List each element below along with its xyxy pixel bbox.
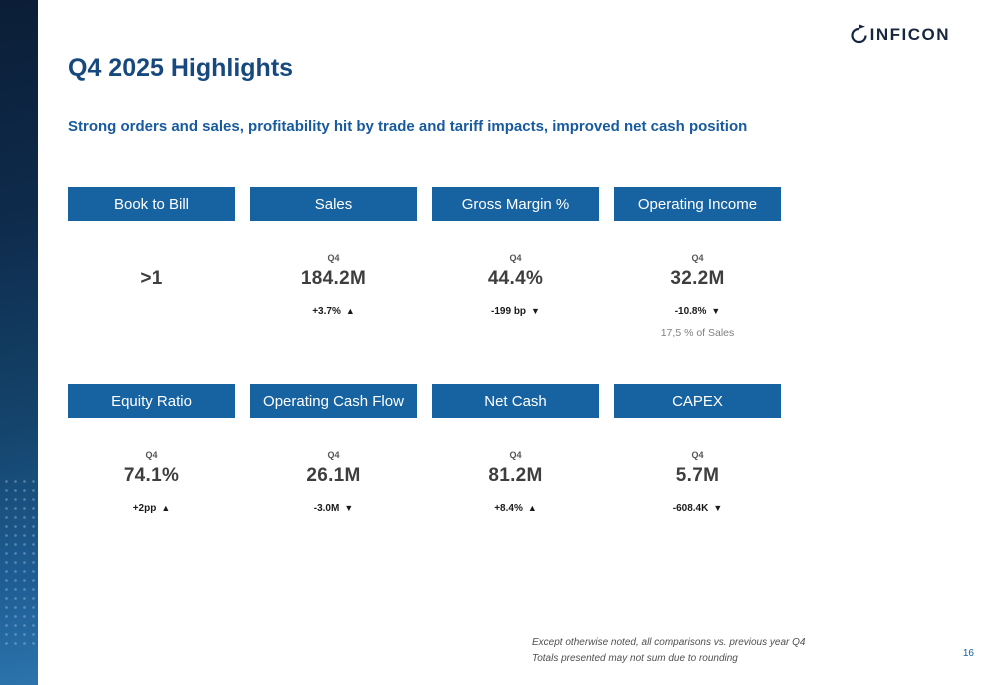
metric-card-sales: Sales Q4 184.2M +3.7% ▲ bbox=[250, 187, 417, 384]
delta-arrow-icon: ▼ bbox=[711, 306, 721, 316]
metric-value: 26.1M bbox=[306, 465, 361, 486]
delta-arrow-icon: ▲ bbox=[345, 306, 355, 316]
delta-arrow-icon: ▼ bbox=[344, 503, 354, 513]
metric-value: 184.2M bbox=[300, 268, 367, 289]
metric-value: 32.2M bbox=[670, 268, 725, 289]
metric-card-operating-cash-flow: Operating Cash Flow Q4 26.1M -3.0M ▼ bbox=[250, 384, 417, 581]
metric-delta: -3.0M ▼ bbox=[250, 503, 417, 515]
metric-delta-text: +3.7% bbox=[312, 306, 341, 317]
dot-pattern bbox=[2, 477, 38, 647]
metric-period bbox=[68, 253, 235, 265]
metric-period: Q4 bbox=[509, 253, 522, 263]
metric-period: Q4 bbox=[509, 450, 522, 460]
footnote-line-1: Except otherwise noted, all comparisons … bbox=[532, 637, 806, 648]
metrics-grid: Book to Bill >1 Sales Q4 184.2M +3.7% ▲ bbox=[68, 187, 781, 581]
slide-title: Q4 2025 Highlights bbox=[68, 54, 294, 82]
metric-header: Operating Income bbox=[614, 187, 781, 221]
metric-delta-text: -3.0M bbox=[313, 503, 340, 514]
metric-header: Sales bbox=[250, 187, 417, 221]
metric-header: Operating Cash Flow bbox=[250, 384, 417, 418]
delta-arrow-icon: ▲ bbox=[161, 503, 171, 513]
metric-period: Q4 bbox=[145, 450, 158, 460]
metric-delta: +3.7% ▲ bbox=[250, 306, 417, 318]
page-number: 16 bbox=[962, 648, 974, 659]
metric-body: Q4 184.2M +3.7% ▲ bbox=[250, 221, 417, 318]
metric-body: Q4 44.4% -199 bp ▼ bbox=[432, 221, 599, 318]
metric-card-gross-margin: Gross Margin % Q4 44.4% -199 bp ▼ bbox=[432, 187, 599, 384]
metric-card-net-cash: Net Cash Q4 81.2M +8.4% ▲ bbox=[432, 384, 599, 581]
metric-header: Book to Bill bbox=[68, 187, 235, 221]
delta-arrow-icon: ▲ bbox=[527, 503, 537, 513]
metric-card-capex: CAPEX Q4 5.7M -608.4K ▼ bbox=[614, 384, 781, 581]
metric-period: Q4 bbox=[691, 450, 704, 460]
inficon-logo-mark-icon bbox=[851, 24, 867, 44]
metric-extra: 17,5 % of Sales bbox=[660, 327, 735, 339]
footnote-line-2: Totals presented may not sum due to roun… bbox=[532, 652, 738, 664]
slide-subtitle: Strong orders and sales, profitability h… bbox=[68, 118, 748, 135]
metric-header: Equity Ratio bbox=[68, 384, 235, 418]
metric-body: Q4 5.7M -608.4K ▼ bbox=[614, 418, 781, 515]
metric-header: Gross Margin % bbox=[432, 187, 599, 221]
metric-delta: +8.4% ▲ bbox=[432, 503, 599, 515]
metric-value: >1 bbox=[140, 268, 163, 289]
metric-body: Q4 74.1% +2pp ▲ bbox=[68, 418, 235, 515]
metric-delta-text: +2pp bbox=[132, 503, 157, 514]
inficon-logo-text: INFICON bbox=[869, 24, 950, 44]
metric-value: 5.7M bbox=[675, 465, 720, 486]
left-accent-bar bbox=[0, 0, 38, 685]
metric-value: 81.2M bbox=[488, 465, 543, 486]
metric-delta bbox=[68, 306, 235, 318]
metric-delta: -608.4K ▼ bbox=[614, 503, 781, 515]
metric-card-equity-ratio: Equity Ratio Q4 74.1% +2pp ▲ bbox=[68, 384, 235, 581]
metric-header: Net Cash bbox=[432, 384, 599, 418]
metric-body: Q4 32.2M -10.8% ▼ 17,5 % of Sales bbox=[614, 221, 781, 339]
metric-delta-text: -608.4K bbox=[672, 503, 709, 514]
metric-body: Q4 81.2M +8.4% ▲ bbox=[432, 418, 599, 515]
metric-delta-text: -199 bp bbox=[491, 306, 527, 317]
metric-delta-text: +8.4% bbox=[494, 503, 523, 514]
delta-arrow-icon: ▼ bbox=[713, 503, 723, 513]
metric-delta: -199 bp ▼ bbox=[432, 306, 599, 318]
metric-body: >1 bbox=[68, 221, 235, 318]
metric-period: Q4 bbox=[691, 253, 704, 263]
metric-delta: -10.8% ▼ bbox=[614, 306, 781, 318]
metric-period: Q4 bbox=[327, 253, 340, 263]
metric-body: Q4 26.1M -3.0M ▼ bbox=[250, 418, 417, 515]
delta-arrow-icon: ▼ bbox=[531, 306, 540, 316]
inficon-logo: INFICON bbox=[851, 24, 950, 45]
metric-value: 44.4% bbox=[487, 268, 544, 289]
metric-delta: +2pp ▲ bbox=[68, 503, 235, 515]
metric-value: 74.1% bbox=[123, 465, 180, 486]
metric-delta-text: -10.8% bbox=[674, 306, 707, 317]
footnote: Except otherwise noted, all comparisons … bbox=[532, 635, 805, 666]
metric-card-book-to-bill: Book to Bill >1 bbox=[68, 187, 235, 384]
metric-period: Q4 bbox=[327, 450, 340, 460]
metric-header: CAPEX bbox=[614, 384, 781, 418]
metric-card-operating-income: Operating Income Q4 32.2M -10.8% ▼ 17,5 %… bbox=[614, 187, 781, 384]
